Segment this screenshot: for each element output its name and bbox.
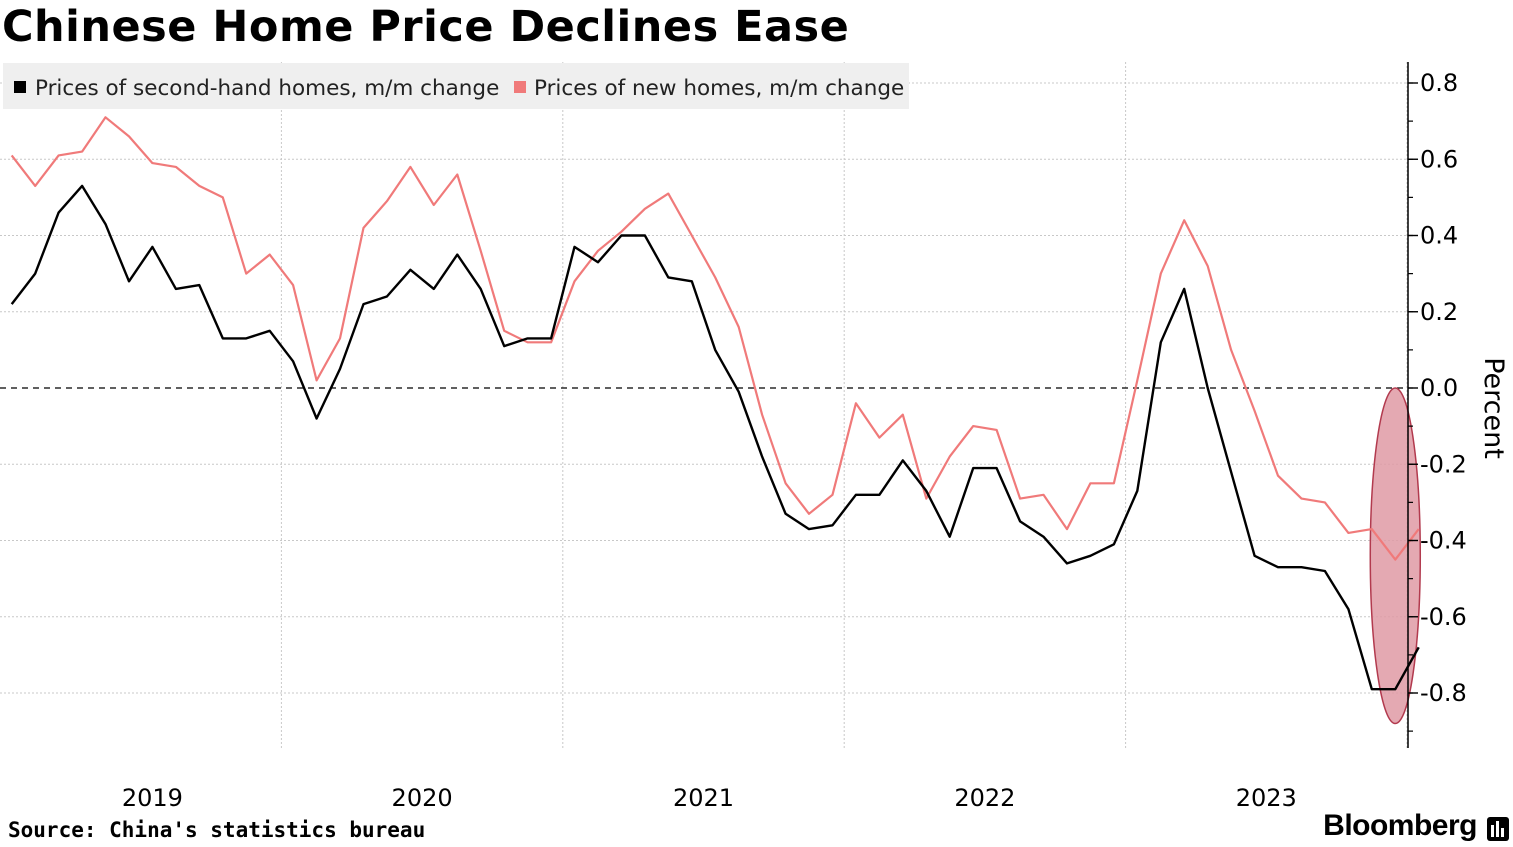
legend-label-second-hand: Prices of second-hand homes, m/m change bbox=[35, 76, 499, 101]
legend-swatch-new-homes bbox=[514, 81, 526, 93]
legend-box bbox=[3, 63, 909, 109]
series-line-second-hand bbox=[10, 184, 1420, 691]
highlight-ellipse-shape bbox=[1369, 387, 1422, 725]
y-tick-label-7: -0.6 bbox=[1420, 603, 1467, 631]
bloomberg-terminal-icon bbox=[1487, 817, 1509, 841]
x-tick-label-2021: 2021 bbox=[673, 784, 734, 812]
chart-title: Chinese Home Price Declines Ease bbox=[2, 2, 850, 52]
y-axis: 0.8 0.6 0.4 0.2 0.0 -0.2 -0.4 -0.6 -0.8 Percent bbox=[1407, 62, 1509, 748]
legend-label-new-homes: Prices of new homes, m/m change bbox=[534, 76, 904, 101]
legend-swatch-second-hand bbox=[14, 81, 26, 93]
x-axis: 2019 2020 2021 2022 2023 bbox=[122, 784, 1297, 812]
source-note: Source: China's statistics bureau bbox=[8, 818, 426, 842]
y-axis-label: Percent bbox=[1478, 357, 1509, 459]
x-tick-label-2022: 2022 bbox=[954, 784, 1015, 812]
x-tick-label-2020: 2020 bbox=[392, 784, 453, 812]
highlight-ellipse bbox=[1369, 387, 1422, 725]
x-tick-label-2019: 2019 bbox=[122, 784, 183, 812]
series-lines bbox=[10, 116, 1420, 691]
series-line-new-homes bbox=[10, 116, 1420, 561]
y-tick-label-6: -0.4 bbox=[1420, 527, 1467, 555]
grid-lines bbox=[0, 62, 1408, 748]
y-tick-label-0: 0.8 bbox=[1420, 69, 1458, 97]
y-tick-label-8: -0.8 bbox=[1420, 679, 1467, 707]
y-tick-label-3: 0.2 bbox=[1420, 298, 1458, 326]
y-tick-label-2: 0.4 bbox=[1420, 222, 1458, 250]
legend: Prices of second-hand homes, m/m change P… bbox=[3, 63, 909, 109]
y-tick-label-5: -0.2 bbox=[1420, 450, 1467, 478]
y-tick-label-1: 0.6 bbox=[1420, 145, 1458, 173]
x-tick-label-2023: 2023 bbox=[1236, 784, 1297, 812]
brand-logo: Bloomberg bbox=[1323, 809, 1477, 842]
y-tick-label-4: 0.0 bbox=[1420, 374, 1458, 402]
